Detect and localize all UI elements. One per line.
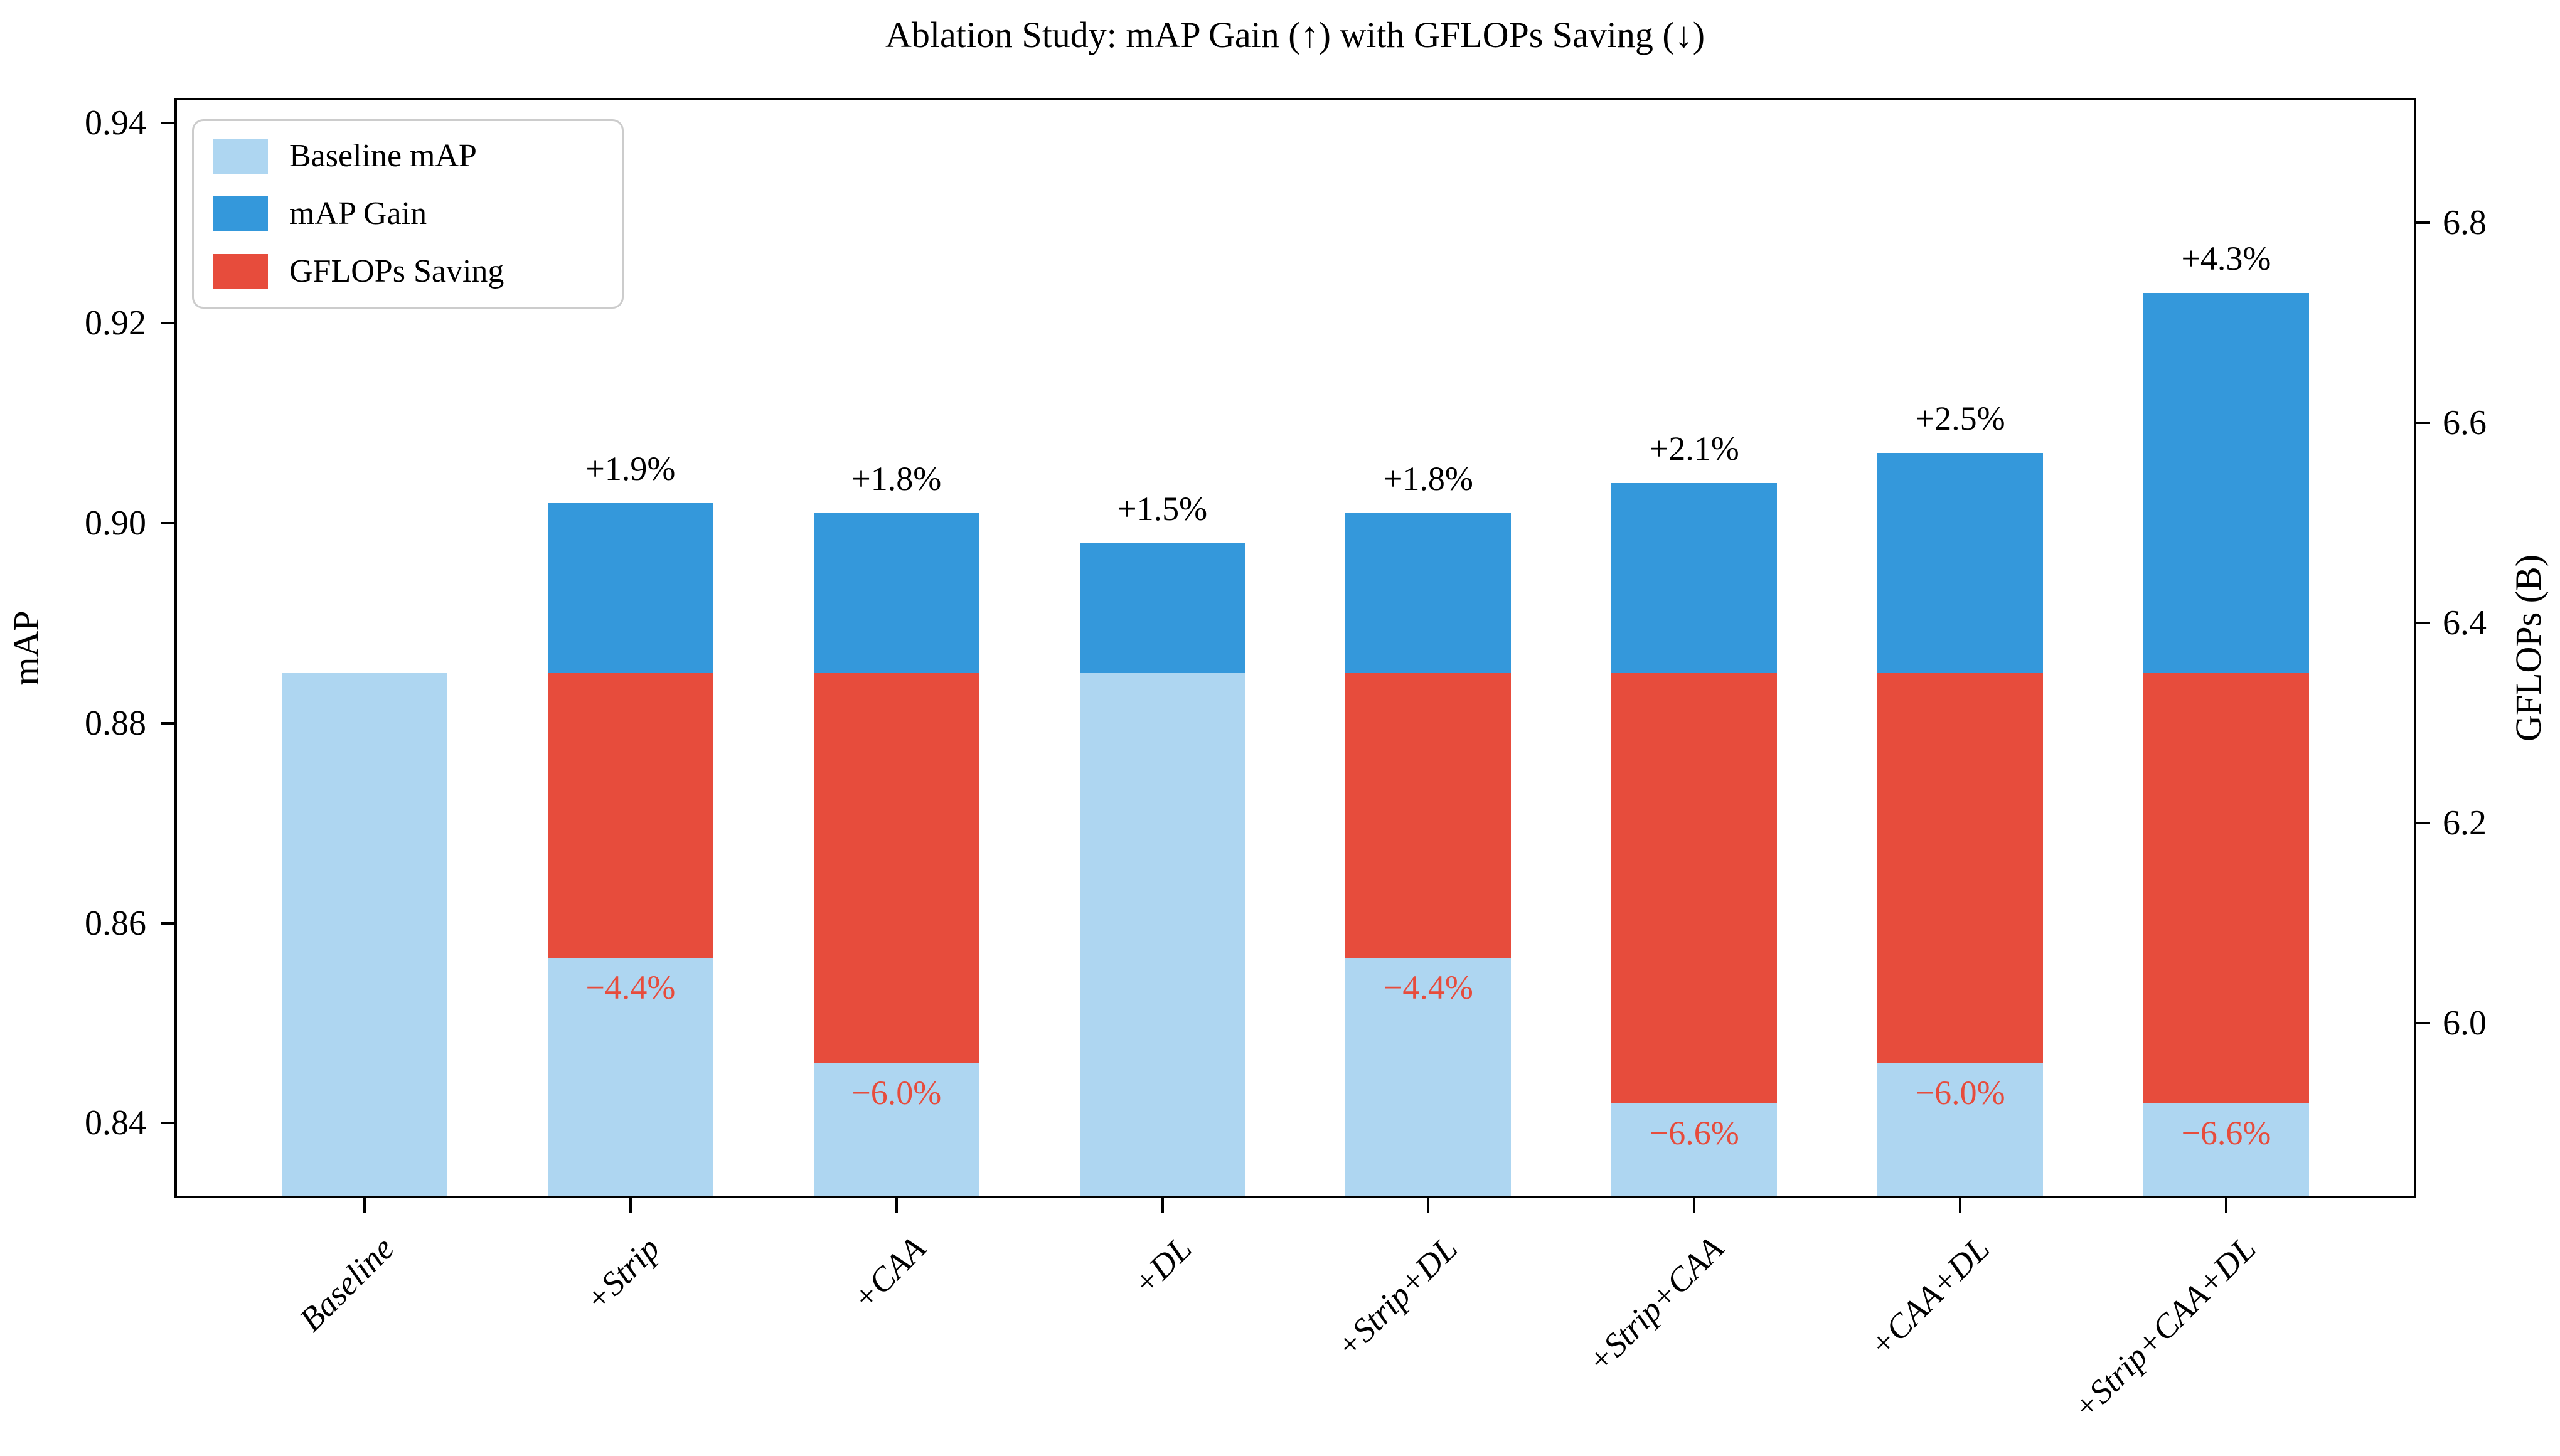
saving-annotation: −4.4% (585, 969, 676, 1007)
gain-annotation: +1.8% (1383, 459, 1473, 497)
x-axis-tick-label: +CAA (845, 1229, 934, 1318)
x-axis-tick (629, 1198, 632, 1213)
bar-map-gain (1611, 482, 1778, 673)
legend-label: Baseline mAP (289, 138, 477, 174)
gain-annotation: +4.3% (2181, 239, 2271, 277)
y-axis-tick-right (2416, 221, 2430, 225)
saving-annotation: −4.4% (1383, 969, 1473, 1007)
x-axis-tick (1427, 1198, 1430, 1213)
chart-title: Ablation Study: mAP Gain (↑) with GFLOPs… (885, 14, 1705, 55)
x-axis-tick-label: +Strip (577, 1229, 668, 1319)
x-axis-tick (1161, 1198, 1164, 1213)
saving-annotation: −6.6% (1649, 1113, 1739, 1152)
bar-gflops-saving (547, 672, 713, 959)
y-axis-tick-left (161, 121, 174, 124)
x-axis-tick (363, 1198, 366, 1213)
legend-item: GFLOPs Saving (213, 254, 603, 289)
bar-map-gain (1877, 453, 2044, 673)
bar-gflops-saving (813, 672, 979, 1063)
saving-annotation: −6.6% (2181, 1113, 2271, 1152)
y-axis-tick-label-right: 6.8 (2443, 203, 2487, 243)
y-axis-tick-right (2416, 622, 2430, 625)
bar-map-gain (1345, 513, 1512, 673)
x-axis-tick (2224, 1198, 2227, 1213)
y-axis-tick-right (2416, 822, 2430, 825)
bar-map-gain (547, 502, 713, 673)
legend-swatch-icon (213, 196, 268, 231)
y-axis-tick-left (161, 922, 174, 925)
legend-swatch-icon (213, 254, 268, 289)
y-axis-tick-label-right: 6.0 (2443, 1003, 2487, 1043)
gain-annotation: +1.8% (851, 459, 942, 497)
y-axis-tick-left (161, 1122, 174, 1125)
x-axis-tick-label: +Strip+DL (1328, 1229, 1465, 1366)
y-axis-tick-label-left: 0.84 (85, 1103, 146, 1143)
x-axis-tick-label: Baseline (292, 1229, 402, 1339)
gain-annotation: +1.9% (585, 449, 676, 487)
x-axis-tick-label: +DL (1125, 1229, 1199, 1303)
y-axis-tick-label-left: 0.94 (85, 103, 146, 142)
y-axis-tick-right (2416, 422, 2430, 425)
y-axis-tick-label-left: 0.90 (85, 503, 146, 543)
legend-item: Baseline mAP (213, 139, 603, 174)
x-axis-tick (1693, 1198, 1696, 1213)
legend-swatch-icon (213, 139, 268, 174)
y-axis-tick-label-left: 0.86 (85, 903, 146, 943)
y-axis-tick-label-right: 6.4 (2443, 603, 2487, 643)
bar-gflops-saving (2143, 672, 2309, 1103)
bar-map-gain (813, 513, 979, 673)
y-axis-tick-left (161, 521, 174, 524)
bar-baseline-map (1079, 672, 1245, 1196)
bar-gflops-saving (1345, 672, 1512, 959)
bar-map-gain (2143, 292, 2309, 673)
y-axis-tick-label-left: 0.92 (85, 303, 146, 343)
y-axis-tick-label-right: 6.6 (2443, 403, 2487, 443)
bar-gflops-saving (1877, 672, 2044, 1063)
saving-annotation: −6.0% (1915, 1073, 2005, 1112)
y-axis-tick-left (161, 721, 174, 725)
y-axis-tick-right (2416, 1021, 2430, 1024)
legend: Baseline mAP mAP Gain GFLOPs Saving (192, 119, 624, 309)
x-axis-tick (895, 1198, 898, 1213)
gain-annotation: +2.5% (1915, 400, 2005, 438)
y-axis-tick-label-right: 6.2 (2443, 804, 2487, 843)
legend-label: mAP Gain (289, 196, 427, 231)
x-axis-tick-label: +Strip+CAA (1580, 1229, 1731, 1381)
y-axis-tick-label-left: 0.88 (85, 703, 146, 743)
bar-baseline-map (282, 672, 448, 1196)
bar-gflops-saving (1611, 672, 1778, 1103)
x-axis-tick-label: +Strip+CAA+DL (2065, 1229, 2263, 1427)
gain-annotation: +1.5% (1117, 489, 1208, 528)
legend-label: GFLOPs Saving (289, 253, 504, 289)
bar-map-gain (1079, 543, 1245, 673)
x-axis-tick (1959, 1198, 1962, 1213)
x-axis-tick-label: +CAA+DL (1862, 1229, 1997, 1364)
saving-annotation: −6.0% (851, 1073, 942, 1112)
legend-item: mAP Gain (213, 196, 603, 231)
gain-annotation: +2.1% (1649, 429, 1739, 467)
y-axis-tick-left (161, 321, 174, 324)
